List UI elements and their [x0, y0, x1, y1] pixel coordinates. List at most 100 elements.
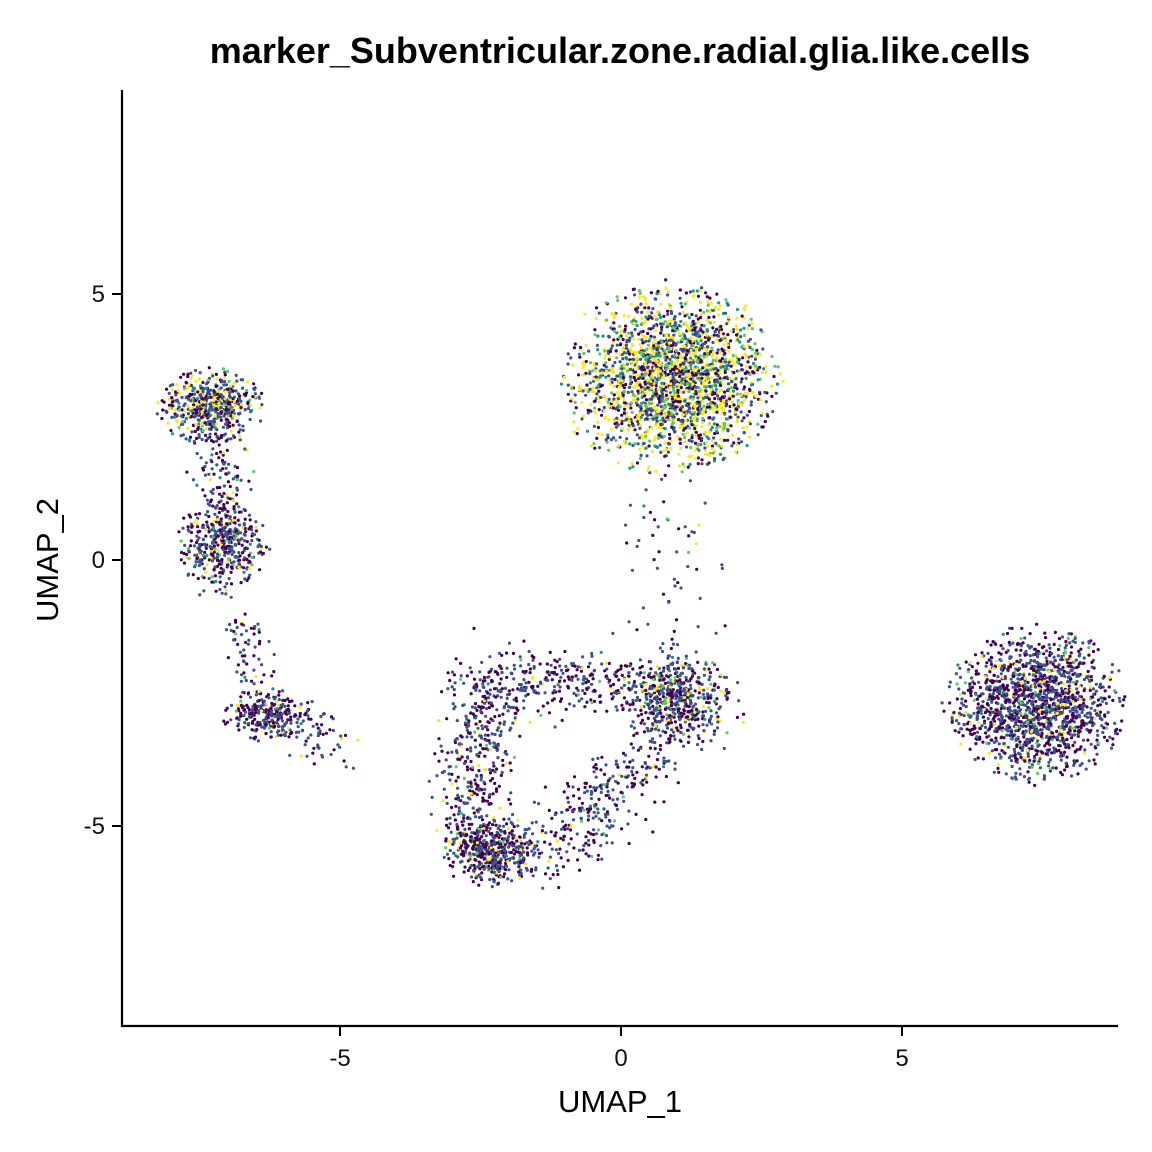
- cell-point: [597, 400, 601, 404]
- cell-point: [640, 401, 644, 405]
- cell-point: [706, 303, 710, 307]
- cell-point: [713, 380, 717, 384]
- cell-point: [1025, 720, 1030, 725]
- cell-point: [1014, 725, 1019, 729]
- cell-point: [646, 468, 650, 473]
- cell-point: [182, 516, 186, 520]
- cell-point: [774, 391, 778, 395]
- cell-point: [639, 350, 644, 354]
- cell-point: [226, 563, 230, 567]
- cell-point: [247, 553, 251, 558]
- cell-point: [717, 308, 721, 312]
- cell-point: [651, 349, 655, 353]
- cell-point: [202, 400, 206, 404]
- cell-point: [673, 322, 677, 326]
- cell-point: [579, 386, 583, 390]
- cell-point: [964, 705, 968, 709]
- cell-point: [986, 717, 990, 721]
- cell-point: [286, 704, 290, 708]
- cell-point: [1087, 759, 1091, 763]
- cell-point: [635, 384, 639, 388]
- cell-point: [1012, 710, 1016, 714]
- cell-point: [760, 425, 764, 429]
- cell-point: [646, 331, 650, 336]
- cell-point: [718, 452, 723, 456]
- cell-point: [614, 349, 618, 353]
- cell-point: [220, 570, 224, 575]
- cell-point: [686, 369, 690, 373]
- cell-point: [199, 393, 203, 397]
- cell-point: [652, 344, 656, 348]
- cell-point: [657, 354, 661, 358]
- cell-point: [678, 408, 682, 412]
- cell-point: [709, 388, 713, 392]
- cell-point: [1095, 729, 1099, 733]
- cell-point: [693, 405, 697, 409]
- cell-point: [697, 386, 701, 390]
- cell-point: [958, 692, 963, 696]
- cell-point: [708, 671, 713, 675]
- cell-point: [617, 324, 622, 328]
- cell-point: [596, 432, 600, 436]
- cell-point: [631, 287, 635, 292]
- cell-point: [237, 722, 241, 726]
- cell-point: [592, 442, 596, 446]
- cell-point: [627, 385, 632, 389]
- cell-point: [1054, 717, 1058, 722]
- cell-point: [704, 389, 708, 393]
- cell-point: [1064, 724, 1068, 728]
- cell-point: [1117, 696, 1121, 700]
- cell-point: [245, 717, 249, 721]
- cell-point: [239, 581, 243, 585]
- cell-point: [747, 420, 751, 424]
- cell-point: [735, 443, 739, 447]
- cell-point: [948, 680, 952, 684]
- cell-point: [685, 326, 690, 330]
- cell-point: [1064, 765, 1069, 769]
- cell-point: [1031, 696, 1035, 700]
- cell-point: [237, 565, 241, 569]
- cell-point: [655, 310, 660, 314]
- cell-point: [230, 566, 234, 570]
- cell-point: [691, 332, 695, 336]
- cell-point: [203, 494, 207, 498]
- cell-point: [748, 422, 753, 426]
- cell-point: [708, 675, 712, 679]
- cell-point: [660, 325, 664, 329]
- cell-point: [239, 711, 243, 716]
- cell-point: [260, 403, 264, 407]
- cell-point: [723, 390, 727, 394]
- cell-point: [705, 351, 710, 355]
- cell-point: [694, 456, 698, 460]
- cell-point: [1096, 741, 1100, 745]
- cell-point: [749, 400, 754, 404]
- cell-point: [627, 404, 631, 408]
- cell-point: [1078, 694, 1082, 698]
- cell-point: [660, 351, 664, 355]
- cell-point: [955, 682, 959, 686]
- cell-point: [609, 438, 614, 442]
- cell-point: [981, 700, 985, 704]
- cell-point: [213, 512, 217, 516]
- cell-point: [713, 456, 717, 461]
- cell-point: [640, 316, 644, 321]
- cell-point: [256, 544, 260, 549]
- cell-point: [725, 322, 729, 326]
- cell-point: [572, 430, 576, 434]
- cell-point: [648, 660, 653, 664]
- cell-point: [975, 730, 980, 734]
- cell-point: [691, 319, 695, 323]
- cell-point: [728, 397, 732, 401]
- cell-point: [1055, 729, 1059, 734]
- cell-point: [665, 333, 669, 337]
- cell-point: [179, 414, 183, 418]
- cell-point: [1088, 685, 1093, 690]
- cell-point: [667, 654, 671, 658]
- cell-point: [683, 337, 688, 341]
- cell-point: [1059, 712, 1063, 716]
- cell-point: [1090, 665, 1094, 669]
- cell-point: [667, 442, 672, 446]
- cell-point: [1022, 733, 1026, 737]
- cell-point: [711, 384, 715, 388]
- cell-point: [635, 461, 640, 465]
